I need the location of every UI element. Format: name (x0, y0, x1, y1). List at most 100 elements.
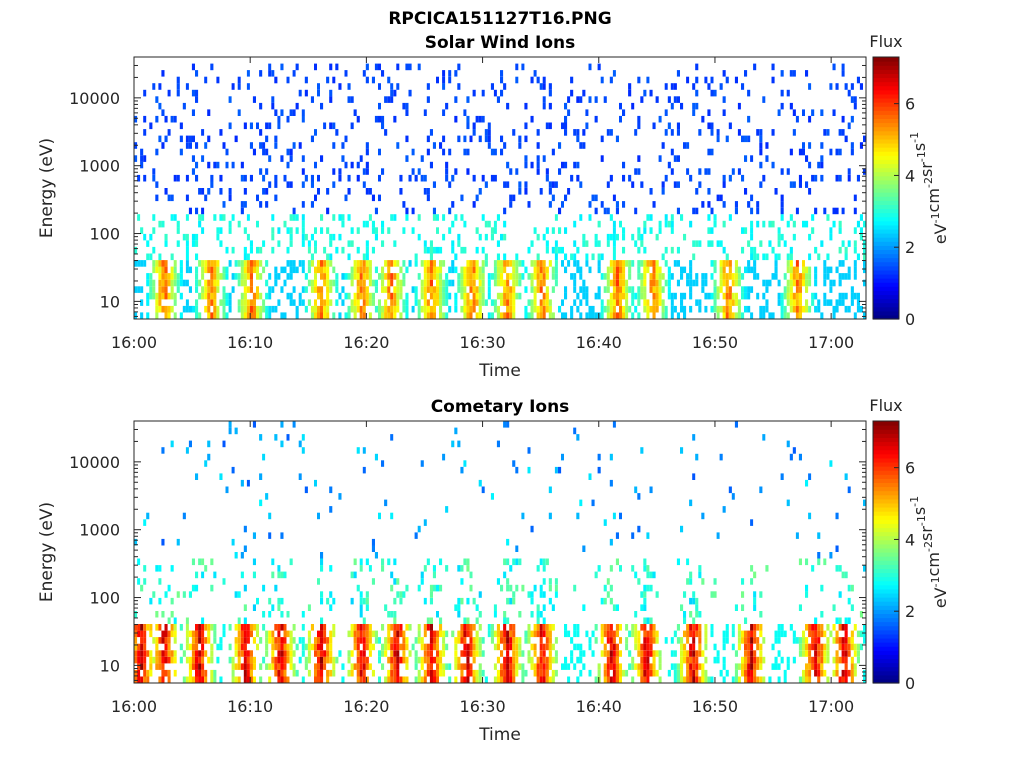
heatmap-cell (469, 650, 473, 657)
heatmap-cell (274, 643, 278, 651)
heatmap-cell (664, 312, 668, 319)
heatmap-cell (201, 292, 205, 300)
heatmap-cell (509, 669, 513, 677)
heatmap-cell (259, 246, 263, 254)
heatmap-cell (442, 312, 446, 319)
heatmap-cell (134, 312, 138, 319)
heatmap-cell (835, 148, 839, 156)
heatmap-cell (579, 499, 583, 507)
heatmap-cell (820, 669, 824, 677)
heatmap-cell (341, 220, 345, 228)
heatmap-cell (381, 558, 385, 566)
colorbar-segment (873, 670, 899, 676)
heatmap-cell (356, 650, 360, 657)
colorbar-segment (873, 183, 899, 189)
heatmap-cell (625, 260, 629, 267)
heatmap-cell (753, 246, 757, 254)
heatmap-cell (423, 279, 427, 287)
heatmap-cell (243, 312, 247, 319)
heatmap-cell (320, 565, 324, 572)
heatmap-cell (420, 174, 424, 182)
heatmap-cell (448, 676, 452, 683)
heatmap-cell (701, 669, 705, 677)
heatmap-cell (179, 273, 183, 280)
heatmap-cell (365, 286, 369, 293)
heatmap-cell (289, 656, 293, 664)
heatmap-cell (689, 624, 693, 631)
heatmap-cell (393, 669, 397, 677)
heatmap-cell (204, 286, 208, 293)
heatmap-cell (368, 273, 372, 280)
heatmap-cell (393, 273, 397, 280)
heatmap-cell (365, 240, 369, 247)
heatmap-cell (414, 299, 418, 306)
heatmap-cell (252, 421, 256, 428)
heatmap-cell (365, 292, 369, 300)
colorbar-tick-label: 2 (905, 602, 915, 621)
heatmap-cell (771, 273, 775, 280)
heatmap-cell (280, 643, 284, 651)
heatmap-cell (451, 630, 455, 638)
heatmap-cell (387, 637, 391, 644)
heatmap-cell (594, 624, 598, 631)
heatmap-cell (137, 214, 141, 221)
heatmap-cell (710, 260, 714, 267)
heatmap-cell (759, 135, 763, 143)
heatmap-cell (271, 650, 275, 657)
x-axis-label: Time (478, 361, 521, 381)
heatmap-cell (256, 624, 259, 631)
heatmap-cell (500, 279, 504, 287)
heatmap-cell (500, 76, 504, 84)
heatmap-cell (518, 188, 522, 195)
heatmap-cell (472, 260, 476, 267)
heatmap-cell (426, 617, 430, 624)
heatmap-cell (362, 299, 366, 306)
heatmap-cell (554, 279, 558, 287)
heatmap-cell (378, 305, 381, 313)
heatmap-cell (530, 115, 534, 123)
heatmap-cell (676, 207, 680, 215)
heatmap-cell (429, 597, 433, 605)
heatmap-cell (356, 663, 360, 670)
heatmap-cell (731, 630, 735, 638)
heatmap-cell (234, 643, 238, 651)
heatmap-cell (640, 624, 644, 631)
heatmap-cell (140, 663, 144, 670)
heatmap-cell (722, 305, 726, 313)
heatmap-cell (680, 525, 684, 533)
heatmap-cell (692, 663, 696, 670)
colorbar-segment (873, 580, 899, 586)
heatmap-cell (436, 227, 439, 234)
heatmap-cell (414, 650, 418, 657)
heatmap-cell (622, 174, 626, 182)
heatmap-cell (750, 650, 754, 657)
heatmap-cell (689, 643, 693, 651)
heatmap-cell (725, 669, 729, 677)
heatmap-cell (503, 630, 507, 638)
heatmap-cell (835, 305, 839, 313)
heatmap-cell (295, 266, 299, 274)
heatmap-cell (445, 161, 449, 169)
heatmap-cell (381, 305, 385, 313)
heatmap-cell (707, 122, 711, 130)
heatmap-cell (460, 266, 464, 274)
heatmap-cell (222, 440, 226, 448)
heatmap-cell (436, 663, 439, 670)
heatmap-cell (457, 604, 461, 611)
heatmap-cell (429, 669, 433, 677)
heatmap-cell (728, 260, 732, 267)
heatmap-cell (268, 273, 272, 280)
heatmap-cell (686, 663, 690, 670)
heatmap-cell (713, 299, 717, 306)
heatmap-cell (655, 260, 659, 267)
heatmap-cell (378, 194, 381, 202)
heatmap-cell (219, 174, 223, 182)
heatmap-cell (320, 591, 324, 598)
heatmap-cell (225, 266, 229, 274)
heatmap-cell (689, 499, 693, 507)
heatmap-cell (515, 253, 519, 261)
heatmap-cell (460, 214, 464, 221)
heatmap-cell (710, 122, 714, 130)
heatmap-cell (783, 292, 787, 300)
heatmap-cell (527, 299, 531, 306)
